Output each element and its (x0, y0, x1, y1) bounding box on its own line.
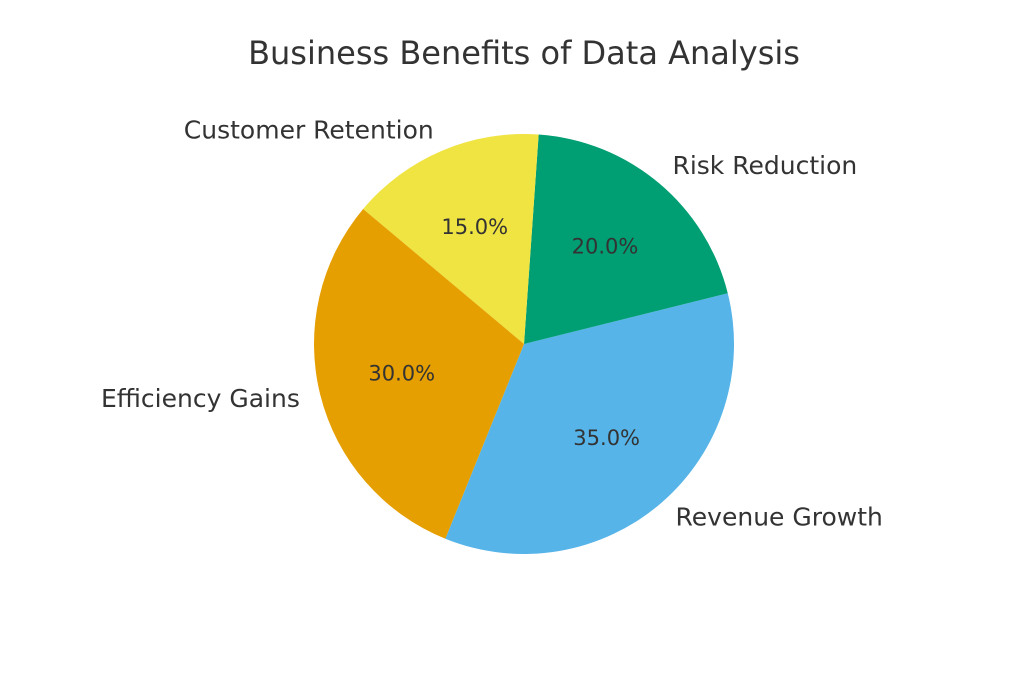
pie-slice (363, 134, 539, 344)
slice-percent: 30.0% (368, 361, 435, 385)
slice-label: Risk Reduction (672, 151, 857, 180)
slice-label: Revenue Growth (676, 502, 883, 531)
chart-title: Business Benefits of Data Analysis (248, 34, 800, 72)
pie-slice (524, 134, 728, 344)
pie-slice (313, 209, 524, 539)
slice-label: Customer Retention (184, 115, 434, 144)
slice-label: Efficiency Gains (101, 384, 300, 413)
slice-percent: 20.0% (572, 234, 639, 258)
slice-percent: 35.0% (573, 426, 640, 450)
pie-slice (445, 293, 734, 554)
slice-percent: 15.0% (441, 215, 508, 239)
